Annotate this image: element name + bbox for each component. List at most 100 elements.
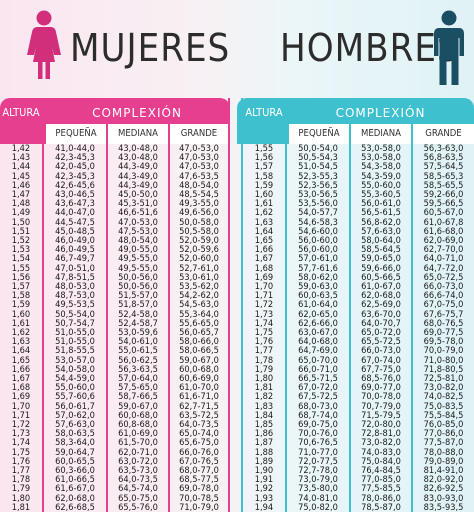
large-build-cell: 55,6-65,0 xyxy=(179,317,219,329)
men-table-row: 1,93 74,0-81,0 78,0-86,0 83,0-93,0 xyxy=(237,492,474,504)
medium-build-cell: 61,0-69,0 xyxy=(118,428,158,440)
height-cell: 1,60 xyxy=(254,189,274,200)
women-table-row: 1,56 47,8-51,5 50,0-56,0 53,0-61,0 xyxy=(0,271,230,283)
small-build-cell: 50,5-54,3 xyxy=(298,152,338,164)
small-build-cell: 68,7-74,0 xyxy=(298,409,338,421)
height-cell: 1,56 xyxy=(11,271,31,283)
large-build-cell: 64,0-73,5 xyxy=(179,419,219,430)
medium-build-cell: 49,5-55,0 xyxy=(118,262,158,274)
men-col-large: GRANDE xyxy=(413,124,474,144)
men-table-row: 1,75 63,0-67,0 65,0-72,0 69,0-77,5 xyxy=(237,328,474,338)
men-table-row: 1,86 70,0-76,0 72,8-81,0 77,0-86,0 xyxy=(237,429,474,439)
small-build-cell: 57,6-63,0 xyxy=(55,419,95,430)
medium-build-cell: 55,3-60,5 xyxy=(361,189,401,200)
medium-build-cell: 65,0-72,0 xyxy=(361,327,401,338)
small-build-cell: 73,5-80,0 xyxy=(298,483,338,495)
women-table-row: 1,75 59,0-64,7 62,0-71,0 66,0-76,0 xyxy=(0,447,230,458)
women-col-large: GRANDE xyxy=(170,124,228,144)
medium-build-cell: 65,5-72,5 xyxy=(361,336,401,348)
medium-build-cell: 46,6-51,6 xyxy=(118,207,158,219)
medium-build-cell: 61,0-67,0 xyxy=(361,281,401,292)
men-table-row: 1,63 54,6-58,3 56,8-62,0 61,0-67,8 xyxy=(237,216,474,228)
women-table-row: 1,57 48,0-53,0 50,0-56,0 53,5-62,0 xyxy=(0,282,230,292)
small-build-cell: 70,6-76,5 xyxy=(298,437,338,449)
small-build-cell: 72,7-78,0 xyxy=(298,465,338,476)
medium-build-cell: 53,0-58,0 xyxy=(361,152,401,164)
men-table-row: 1,68 57,7-61,6 59,6-66,0 64,7-72,0 xyxy=(237,262,474,274)
height-cell: 1,60 xyxy=(11,308,31,320)
small-build-cell: 54,6-60,0 xyxy=(298,225,338,237)
height-cell: 1,59 xyxy=(11,299,31,311)
men-table-row: 1,92 73,5-80,0 77,5-85,5 82,6-92,5 xyxy=(237,484,474,494)
men-table-row: 1,71 60,0-63,5 62,0-68,0 66,6-74,0 xyxy=(237,291,474,301)
height-cell: 1,65 xyxy=(11,354,31,366)
small-build-cell: 74,0-81,0 xyxy=(298,492,338,504)
large-build-cell: 50,5-58,0 xyxy=(179,225,219,237)
large-build-cell: 64,7-72,0 xyxy=(423,262,464,274)
large-build-cell: 49,3-55,0 xyxy=(179,198,219,210)
large-build-cell: 62,7-70,0 xyxy=(423,244,464,256)
men-table-row: 1,65 56,0-60,0 58,0-64,0 62,0-69,0 xyxy=(237,236,474,246)
height-cell: 1,56 xyxy=(254,152,274,164)
large-build-cell: 59,5-66,5 xyxy=(423,198,464,210)
women-table-row: 1,50 44,5-47,5 47,0-53,0 50,0-58,0 xyxy=(0,216,230,228)
height-cell: 1,66 xyxy=(254,244,274,256)
height-cell: 1,80 xyxy=(254,373,274,384)
height-cell: 1,67 xyxy=(254,253,274,265)
large-build-cell: 65,0-72,5 xyxy=(423,271,464,283)
women-divider xyxy=(106,124,108,512)
large-build-cell: 71,0-79,0 xyxy=(179,501,219,512)
large-build-cell: 61,6-68,0 xyxy=(423,225,464,237)
height-cell: 1,68 xyxy=(11,382,31,394)
medium-build-cell: 73,0-82,0 xyxy=(361,437,401,449)
medium-build-cell: 57,0-64,0 xyxy=(118,373,158,384)
height-cell: 1,78 xyxy=(11,474,31,486)
men-table-row: 1,81 67,0-72,0 69,0-77,0 73,0-82,0 xyxy=(237,383,474,393)
height-cell: 1,45 xyxy=(11,170,31,182)
women-table-row: 1,65 53,0-57,0 56,0-62,5 59,0-67,0 xyxy=(0,354,230,366)
large-build-cell: 70,0-79,0 xyxy=(423,345,464,357)
small-build-cell: 54,4-59,0 xyxy=(55,373,95,384)
medium-build-cell: 61,5-70,0 xyxy=(118,437,158,449)
height-cell: 1,74 xyxy=(11,437,31,449)
medium-build-cell: 59,0-67,0 xyxy=(118,400,158,412)
small-build-cell: 58,0-63,5 xyxy=(55,428,95,440)
men-table-row: 1,91 73,0-79,0 77,0-85,0 82,0-92,0 xyxy=(237,475,474,485)
men-table-row: 1,80 66,5-71,5 68,5-76,0 72,5-81,0 xyxy=(237,374,474,384)
height-cell: 1,79 xyxy=(11,483,31,495)
height-cell: 1,63 xyxy=(254,216,274,228)
small-build-cell: 58,0-62,0 xyxy=(298,271,338,283)
small-build-cell: 62,6-66,0 xyxy=(298,317,338,329)
height-cell: 1,64 xyxy=(254,225,274,237)
small-build-cell: 46,0-49,0 xyxy=(55,235,95,246)
women-table-row: 1,44 42,0-45,0 44,3-49,0 47,0-53,0 xyxy=(0,162,230,172)
large-build-cell: 60,0-68,0 xyxy=(179,363,219,375)
women-table-row: 1,55 47,0-51,0 49,5-55,0 52,7-61,0 xyxy=(0,262,230,274)
small-build-cell: 51,0-55,0 xyxy=(55,327,95,338)
height-cell: 1,76 xyxy=(11,455,31,467)
small-build-cell: 47,0-51,0 xyxy=(55,262,95,274)
small-build-cell: 61,6-67,0 xyxy=(55,483,95,495)
men-table-row: 1,67 57,0-61,0 59,0-65,0 64,0-71,0 xyxy=(237,254,474,264)
men-table-row: 1,87 70,6-76,5 73,0-82,0 77,5-87,0 xyxy=(237,438,474,448)
medium-build-cell: 47,0-53,0 xyxy=(118,216,158,228)
medium-build-cell: 60,5-66,5 xyxy=(361,271,401,283)
large-build-cell: 50,0-58,0 xyxy=(179,216,219,228)
height-cell: 1,88 xyxy=(254,446,274,458)
large-build-cell: 47,6-53,5 xyxy=(179,170,219,182)
large-build-cell: 47,0-53,0 xyxy=(179,161,219,173)
large-build-cell: 54,5-63,0 xyxy=(179,299,219,311)
large-build-cell: 69,0-78,0 xyxy=(179,483,219,495)
men-table-row: 1,78 65,0-70,0 67,0-74,0 71,0-80,0 xyxy=(237,355,474,366)
medium-build-cell: 63,5-73,0 xyxy=(118,465,158,476)
women-table-row: 1,73 58,0-63,5 61,0-69,0 65,0-74,0 xyxy=(0,429,230,439)
large-build-cell: 63,5-72,5 xyxy=(179,409,219,421)
women-title: MUJERES xyxy=(70,26,231,70)
small-build-cell: 63,0-67,0 xyxy=(298,327,338,338)
height-cell: 1,74 xyxy=(254,317,274,329)
medium-build-cell: 59,0-65,0 xyxy=(361,253,401,265)
men-table-row: 1,62 54,0-57,7 56,5-61,5 60,5-67,0 xyxy=(237,208,474,218)
men-table-row: 1,69 58,0-62,0 60,5-66,5 65,0-72,5 xyxy=(237,271,474,283)
medium-build-cell: 45,3-51,0 xyxy=(118,198,158,210)
men-table-row: 1,60 53,0-56,5 55,3-60,5 59,2-66,0 xyxy=(237,190,474,200)
